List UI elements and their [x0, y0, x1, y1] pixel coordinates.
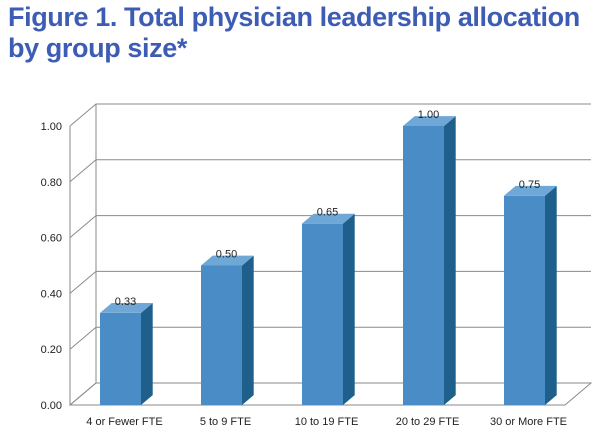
- chart-axes: [68, 104, 593, 406]
- bar-front: [403, 126, 444, 405]
- bar-side: [141, 303, 153, 405]
- y-tick-label: 0.80: [41, 177, 62, 189]
- data-label: 1.00: [418, 109, 439, 121]
- bar-front: [100, 312, 141, 405]
- data-label: 0.75: [519, 179, 540, 191]
- gridline: [69, 103, 591, 127]
- chart-bars: [100, 116, 557, 405]
- bar-front: [504, 195, 545, 405]
- data-label: 0.65: [317, 207, 338, 219]
- figure-title-line-1: Figure 1. Total physician leadership all…: [8, 2, 580, 32]
- bar-top: [302, 213, 355, 224]
- bar-top: [403, 116, 456, 126]
- bar-4: [403, 116, 456, 405]
- y-tick-label: 0.40: [41, 288, 62, 300]
- bar-side: [242, 255, 254, 405]
- chart-floor: [68, 382, 593, 406]
- bar-2: [201, 255, 254, 405]
- x-tick-label: 4 or Fewer FTE: [86, 416, 162, 428]
- y-tick-label: 1.00: [41, 121, 62, 133]
- x-tick-label: 20 to 29 FTE: [396, 416, 460, 428]
- bar-1: [100, 303, 153, 405]
- y-tick-label: 0.60: [41, 233, 62, 245]
- x-tick-label: 5 to 9 FTE: [200, 416, 251, 428]
- bar-front: [302, 223, 343, 405]
- bar-side: [444, 116, 456, 405]
- gridline: [69, 159, 591, 183]
- bar-3: [302, 213, 355, 405]
- figure-title: Figure 1. Total physician leadership all…: [8, 2, 598, 64]
- bar-top: [504, 185, 557, 196]
- data-label: 0.50: [216, 249, 237, 261]
- y-tick-label: 0.20: [41, 344, 62, 356]
- bar-side: [343, 213, 355, 405]
- x-tick-label: 10 to 19 FTE: [295, 416, 359, 428]
- bar-side: [545, 185, 557, 405]
- y-tick-label: 0.00: [41, 400, 62, 412]
- x-tick-label: 30 or More FTE: [490, 416, 567, 428]
- figure-title-line-2: by group size*: [8, 33, 187, 63]
- bar-top: [100, 303, 153, 313]
- bar-top: [201, 255, 254, 266]
- bar-5: [504, 185, 557, 405]
- bar-front: [201, 265, 242, 405]
- data-label: 0.33: [115, 296, 136, 308]
- chart-labels: 0.00 0.20 0.40 0.60 0.80 1.00 0.33 4 or Fewer F…: [41, 109, 567, 428]
